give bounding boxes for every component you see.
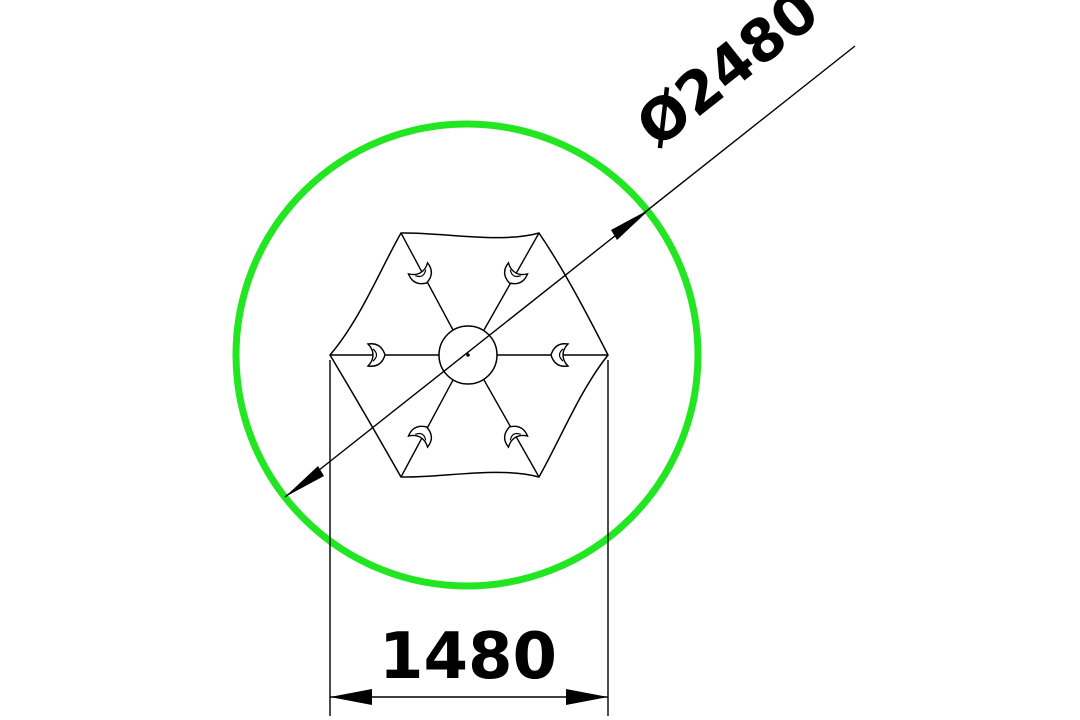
safety-zone-circle: [232, 120, 702, 590]
seat: [503, 425, 529, 449]
width-arrow-right: [566, 689, 608, 705]
seat: [407, 261, 433, 285]
seat: [366, 343, 386, 367]
width-label: 1480: [379, 620, 557, 694]
center-point: [466, 353, 470, 357]
diameter-arrow-lower: [285, 466, 324, 497]
diameter-label: Ø2480: [624, 0, 831, 160]
seat: [503, 261, 529, 285]
width-arrow-left: [330, 689, 372, 705]
seat: [407, 425, 433, 449]
width-dimension: 1480: [329, 360, 609, 716]
seat-group: [366, 261, 570, 449]
diameter-arrow-upper: [611, 209, 650, 240]
seat: [550, 343, 570, 367]
